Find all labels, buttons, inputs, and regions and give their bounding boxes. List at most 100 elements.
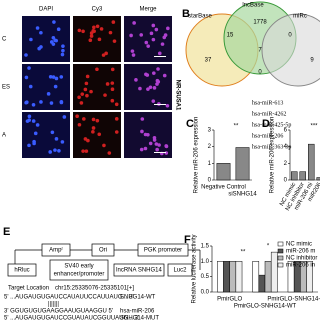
element-label: PGK promoter (144, 248, 182, 254)
cell (152, 86, 157, 90)
venn-set (261, 13, 320, 87)
cell (157, 143, 161, 147)
cell (85, 93, 89, 98)
y-axis-title: Relative miR-206 expression (194, 117, 200, 194)
y-tick-label: 0 (208, 178, 212, 184)
significance: ** (234, 124, 239, 130)
bar (291, 171, 298, 181)
legend-label: miR-206 in (286, 263, 315, 269)
bar (235, 147, 250, 181)
x-tick-label: PmirGLO (217, 297, 242, 303)
venn-count: 0 (258, 70, 262, 76)
target-label: Target Location (8, 286, 49, 292)
cell (77, 95, 81, 100)
cell (57, 148, 61, 153)
cell (95, 24, 100, 29)
venn-count: 1778 (253, 20, 267, 26)
cell (91, 126, 96, 130)
cell (110, 67, 115, 72)
venn-count: 15 (227, 33, 234, 39)
cell (60, 52, 65, 57)
mirna: hsa-miR-363-3p (252, 144, 291, 150)
cell (53, 148, 57, 152)
cell (81, 29, 85, 34)
cell (140, 117, 145, 121)
cell (61, 48, 65, 53)
cell (27, 114, 32, 119)
cell (50, 130, 55, 135)
element-label: Ori (99, 248, 107, 254)
cell (33, 131, 38, 136)
set-label: lncBase (242, 3, 264, 9)
y-tick-label: 2 (208, 144, 212, 150)
cell (152, 138, 157, 142)
cell (146, 87, 150, 91)
bar (217, 261, 224, 293)
cell (27, 143, 31, 148)
scale-bar (154, 152, 166, 153)
element-label: Ampʳ (49, 247, 63, 254)
cell (46, 92, 51, 96)
panel-letter: C (186, 118, 194, 130)
cell (75, 114, 79, 119)
cell (32, 139, 36, 144)
cell (80, 92, 85, 96)
cell (54, 38, 59, 43)
cell (54, 137, 59, 141)
cell (81, 149, 85, 153)
cell (111, 20, 116, 24)
row-label: A (2, 133, 6, 139)
cell (91, 130, 95, 134)
cell (84, 81, 89, 86)
mirna: hsa-miR-613 (252, 100, 283, 106)
sequence: 5' ...AUGAUGUGAUCCAUAUUCCAUUAUG... 3' (4, 295, 134, 301)
cell (89, 34, 94, 38)
cell (165, 103, 170, 108)
cell (143, 146, 148, 151)
cell (35, 123, 40, 127)
significance: ** (241, 250, 246, 256)
cell (39, 100, 43, 104)
cell (54, 76, 59, 81)
row-label: C (2, 37, 7, 43)
sequence-name: hsa-miR-206 (120, 309, 155, 315)
cell (129, 33, 133, 38)
panel-letter: D (262, 118, 270, 130)
bar (235, 261, 243, 293)
bar (216, 163, 231, 181)
cell (148, 141, 153, 146)
y-tick-label: 0.0 (201, 290, 210, 296)
cell (131, 53, 136, 57)
cell (31, 103, 36, 107)
cell (151, 37, 156, 42)
cell (31, 119, 36, 123)
cell (62, 115, 67, 119)
side-label: NR-SUSA1 (174, 80, 180, 111)
set-label: miRc (293, 14, 307, 20)
significance: *** (310, 124, 318, 130)
y-tick-label: 1.0 (201, 259, 210, 265)
column-header: Merge (139, 7, 157, 13)
cell (39, 45, 43, 49)
cell (83, 87, 88, 92)
bar (299, 171, 306, 181)
cell (77, 28, 82, 33)
cell (95, 67, 99, 72)
sequence-name: SNHG14-WT (120, 295, 156, 301)
legend-label: miR-206 m (286, 249, 315, 255)
cell (151, 99, 156, 103)
bar (252, 261, 260, 293)
bar (308, 143, 315, 181)
cell (49, 101, 54, 105)
cell (51, 75, 56, 79)
significance: * (267, 244, 270, 250)
bar (258, 274, 266, 293)
y-tick-label: 0 (284, 178, 288, 184)
cell (132, 21, 136, 25)
cell (110, 98, 115, 103)
cell (110, 87, 115, 92)
cell (163, 33, 168, 37)
mirna: hsa-miR-425-5p (252, 122, 291, 128)
cell (156, 67, 160, 71)
